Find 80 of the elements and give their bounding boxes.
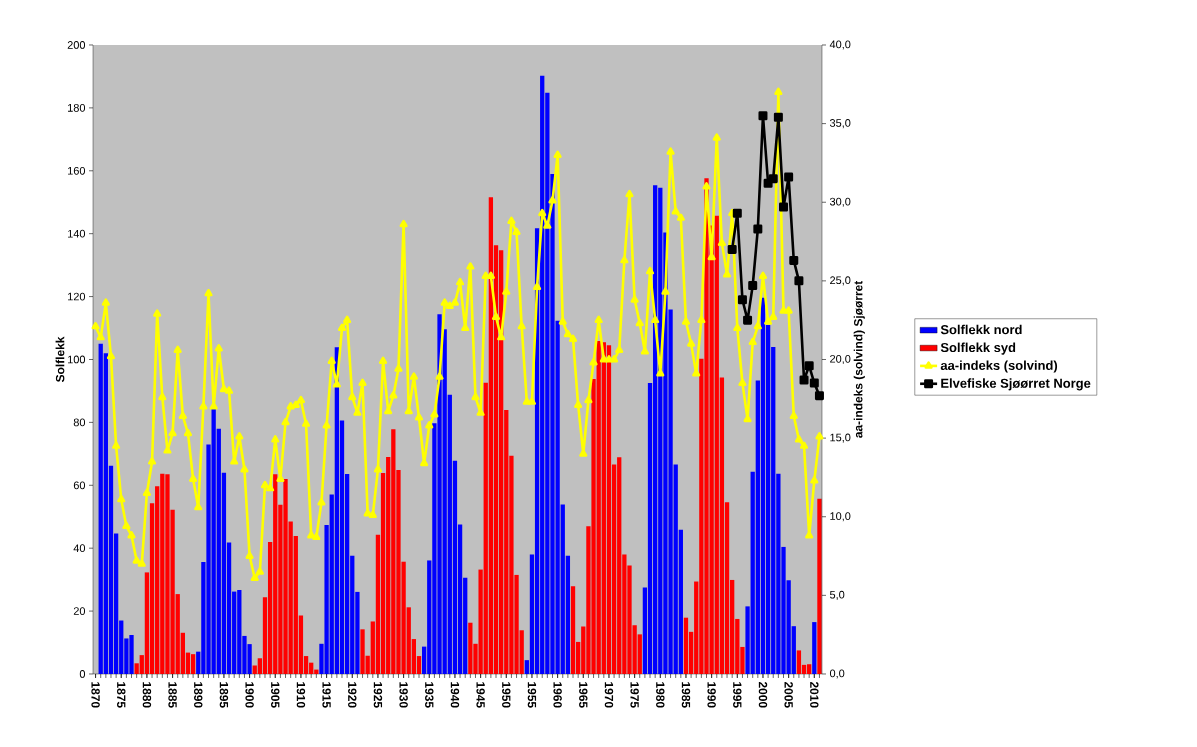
bar: [606, 345, 612, 674]
point: [814, 391, 824, 401]
y2-tick-label: 15,0: [830, 433, 851, 443]
x-tick-label: 1930: [399, 682, 408, 708]
x-tick-label: 2000: [758, 681, 768, 708]
point: [809, 378, 819, 388]
y-tick-label: 140: [68, 229, 86, 238]
point: [753, 224, 763, 234]
y2-tick-label: 40,0: [829, 40, 851, 50]
legend-label: Solflekk nord: [940, 324, 1022, 335]
point: [743, 315, 753, 325]
x-tick-label: 1945: [476, 682, 485, 708]
x-tick-label: 1980: [656, 682, 665, 708]
y-tick-label: 60: [73, 481, 86, 490]
x-tick-label: 1940: [450, 682, 460, 708]
bar: [796, 650, 802, 674]
y2-tick-label: 10,0: [830, 512, 851, 522]
x-tick-label: 2010: [810, 681, 819, 708]
bar: [812, 622, 817, 674]
y-axis-title: Solflekk: [55, 336, 65, 383]
x-tick-label: 1955: [527, 682, 537, 708]
point: [758, 111, 768, 121]
point: [804, 361, 814, 371]
bar: [817, 498, 822, 674]
legend-label: Solflekk syd: [940, 342, 1016, 355]
x-tick-label: 1995: [733, 682, 742, 708]
bar: [683, 617, 689, 674]
x-tick-label: 1910: [296, 682, 306, 708]
x-tick-label: 1960: [553, 682, 562, 708]
x-tick-label: 1975: [630, 682, 639, 708]
point: [727, 244, 737, 254]
x-tick-label: 1900: [245, 682, 254, 708]
point: [732, 208, 742, 218]
x-tick-label: 1890: [194, 682, 203, 708]
x-tick-label: 1965: [579, 682, 588, 708]
x-tick-label: 1895: [219, 682, 229, 708]
y-tick-label: 200: [67, 41, 86, 49]
legend-label: Elvefiske Sjøørret Norge: [941, 378, 1091, 391]
point: [768, 174, 778, 184]
y2-tick-label: 35,0: [829, 119, 851, 129]
y2-tick-label: 25,0: [830, 276, 851, 286]
y-tick-label: 160: [68, 166, 86, 175]
point: [799, 375, 809, 385]
y-tick-label: 20: [73, 607, 86, 615]
y-tick-label: 180: [68, 104, 86, 112]
point: [789, 255, 799, 265]
point: [737, 295, 747, 305]
bar: [190, 654, 196, 674]
x-tick-label: 1935: [425, 682, 434, 708]
x-tick-label: 1925: [373, 682, 383, 708]
y-tick-label: 80: [73, 418, 86, 427]
y2-tick-label: 30,0: [829, 197, 851, 207]
y-tick-label: 120: [68, 292, 86, 301]
bar: [760, 297, 766, 674]
legend-label: aa-indeks (solvind): [940, 360, 1058, 373]
point: [748, 281, 758, 291]
x-tick-label: 1875: [117, 682, 126, 708]
bar: [570, 586, 576, 674]
x-tick-label: 1950: [502, 682, 511, 708]
x-tick-label: 1920: [348, 682, 357, 708]
y2-tick-label: 0,0: [829, 669, 845, 679]
y2-axis-title: aa-indeks (solvind) Sjøørret: [853, 280, 865, 438]
x-tick-label: 1870: [91, 682, 100, 708]
x-tick-label: 1905: [271, 682, 280, 708]
y2-tick-label: 20,0: [830, 354, 851, 365]
x-tick-label: 1880: [142, 682, 152, 708]
point: [779, 202, 789, 212]
point: [794, 276, 804, 286]
y-tick-label: 100: [68, 355, 86, 364]
x-tick-label: 1915: [322, 682, 331, 708]
y-tick-label: 0: [79, 670, 86, 678]
y2-tick-label: 5,0: [829, 590, 845, 600]
x-tick-label: 1970: [604, 682, 614, 708]
point: [784, 172, 794, 182]
x-tick-label: 1885: [168, 682, 177, 708]
point: [773, 112, 783, 122]
x-tick-label: 1985: [681, 682, 691, 708]
x-tick-label: 1990: [707, 682, 716, 708]
y-tick-label: 40: [73, 544, 86, 553]
x-tick-label: 2005: [784, 681, 793, 708]
